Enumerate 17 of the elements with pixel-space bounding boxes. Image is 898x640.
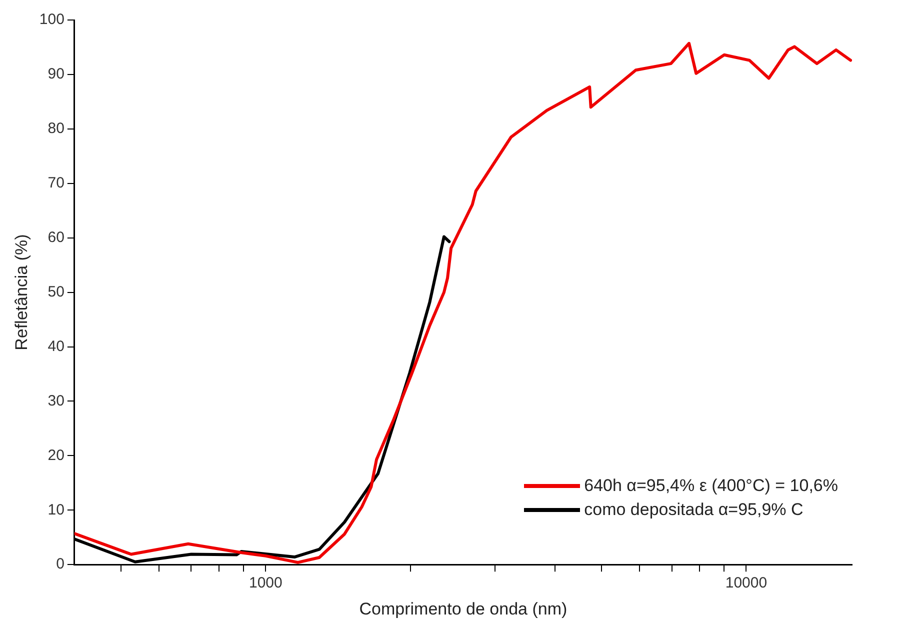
y-tick-label: 0	[56, 556, 64, 573]
y-tick-label: 100	[39, 11, 64, 28]
y-tick-label: 30	[48, 392, 64, 410]
y-tick-label: 60	[48, 228, 64, 246]
y-tick-label: 40	[48, 338, 64, 355]
legend-label: 640h α=95,4% ε (400°C) = 10,6%	[584, 476, 838, 496]
y-tick-label: 20	[48, 446, 64, 464]
x-axis-title: Comprimento de onda (nm)	[359, 599, 568, 618]
y-tick-label: 10	[48, 501, 64, 518]
legend-label: como depositada α=95,9% C	[584, 500, 804, 520]
y-tick-label: 70	[48, 174, 64, 192]
x-tick-label: 1000	[248, 574, 282, 592]
x-tick-label: 10000	[725, 574, 768, 592]
y-tick-label: 90	[48, 66, 64, 83]
y-axis-title: Refletância (%)	[12, 234, 31, 350]
y-tick-label: 80	[48, 120, 64, 138]
y-tick-label: 50	[48, 283, 64, 300]
